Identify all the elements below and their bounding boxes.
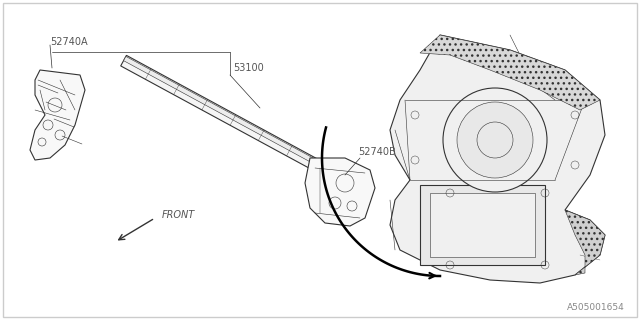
Circle shape bbox=[457, 102, 533, 178]
Polygon shape bbox=[420, 35, 600, 110]
Polygon shape bbox=[305, 158, 375, 226]
Text: FRONT: FRONT bbox=[162, 210, 195, 220]
Text: A505001654: A505001654 bbox=[567, 303, 625, 312]
Polygon shape bbox=[121, 55, 373, 200]
Polygon shape bbox=[390, 35, 605, 283]
Polygon shape bbox=[430, 193, 535, 257]
Polygon shape bbox=[565, 210, 605, 275]
Text: 52740B: 52740B bbox=[358, 147, 396, 157]
Polygon shape bbox=[30, 70, 85, 160]
Circle shape bbox=[443, 88, 547, 192]
Polygon shape bbox=[420, 185, 545, 265]
Polygon shape bbox=[124, 56, 373, 195]
Text: 53100: 53100 bbox=[233, 63, 264, 73]
Text: 52740A: 52740A bbox=[50, 37, 88, 47]
